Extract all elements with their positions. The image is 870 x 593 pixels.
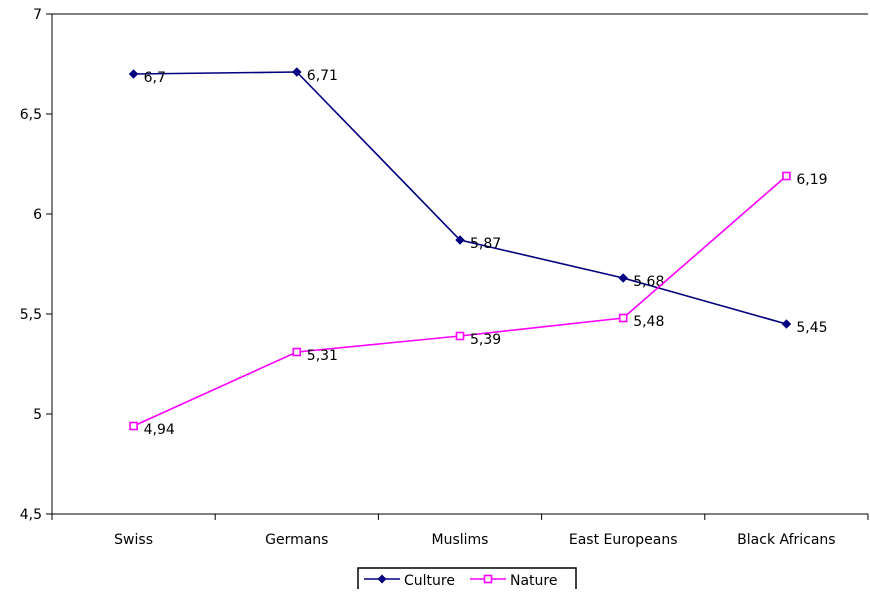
x-tick-label: Black Africans	[737, 532, 835, 548]
x-tick-label: Swiss	[114, 532, 153, 548]
data-point-nature	[457, 333, 464, 340]
data-label-culture: 6,7	[144, 70, 166, 86]
data-point-culture	[782, 320, 791, 329]
data-label-nature: 4,94	[144, 422, 175, 438]
data-point-nature	[293, 349, 300, 356]
y-tick-label: 7	[33, 7, 42, 23]
data-label-nature: 6,19	[796, 172, 827, 188]
data-point-nature	[130, 423, 137, 430]
legend-label-nature: Nature	[510, 573, 557, 589]
legend-marker-nature	[485, 576, 492, 583]
data-label-culture: 6,71	[307, 68, 338, 84]
data-point-nature	[620, 315, 627, 322]
y-tick-label: 6,5	[20, 107, 42, 123]
y-tick-label: 5,5	[20, 307, 42, 323]
data-label-nature: 5,39	[470, 332, 501, 348]
x-tick-label: Muslims	[432, 532, 489, 548]
data-label-culture: 5,68	[633, 274, 664, 290]
data-label-nature: 5,48	[633, 314, 664, 330]
data-point-culture	[619, 274, 628, 283]
legend-label-culture: Culture	[404, 573, 455, 589]
data-label-culture: 5,87	[470, 236, 501, 252]
y-tick-label: 4,5	[20, 507, 42, 523]
y-tick-label: 5	[33, 407, 42, 423]
series-line-nature	[134, 176, 787, 426]
data-label-nature: 5,31	[307, 348, 338, 364]
data-point-nature	[783, 173, 790, 180]
x-tick-label: East Europeans	[569, 532, 678, 548]
y-tick-label: 6	[33, 207, 42, 223]
series-line-culture	[134, 72, 787, 324]
data-label-culture: 5,45	[796, 320, 827, 336]
data-point-culture	[129, 70, 138, 79]
x-tick-label: Germans	[265, 532, 328, 548]
